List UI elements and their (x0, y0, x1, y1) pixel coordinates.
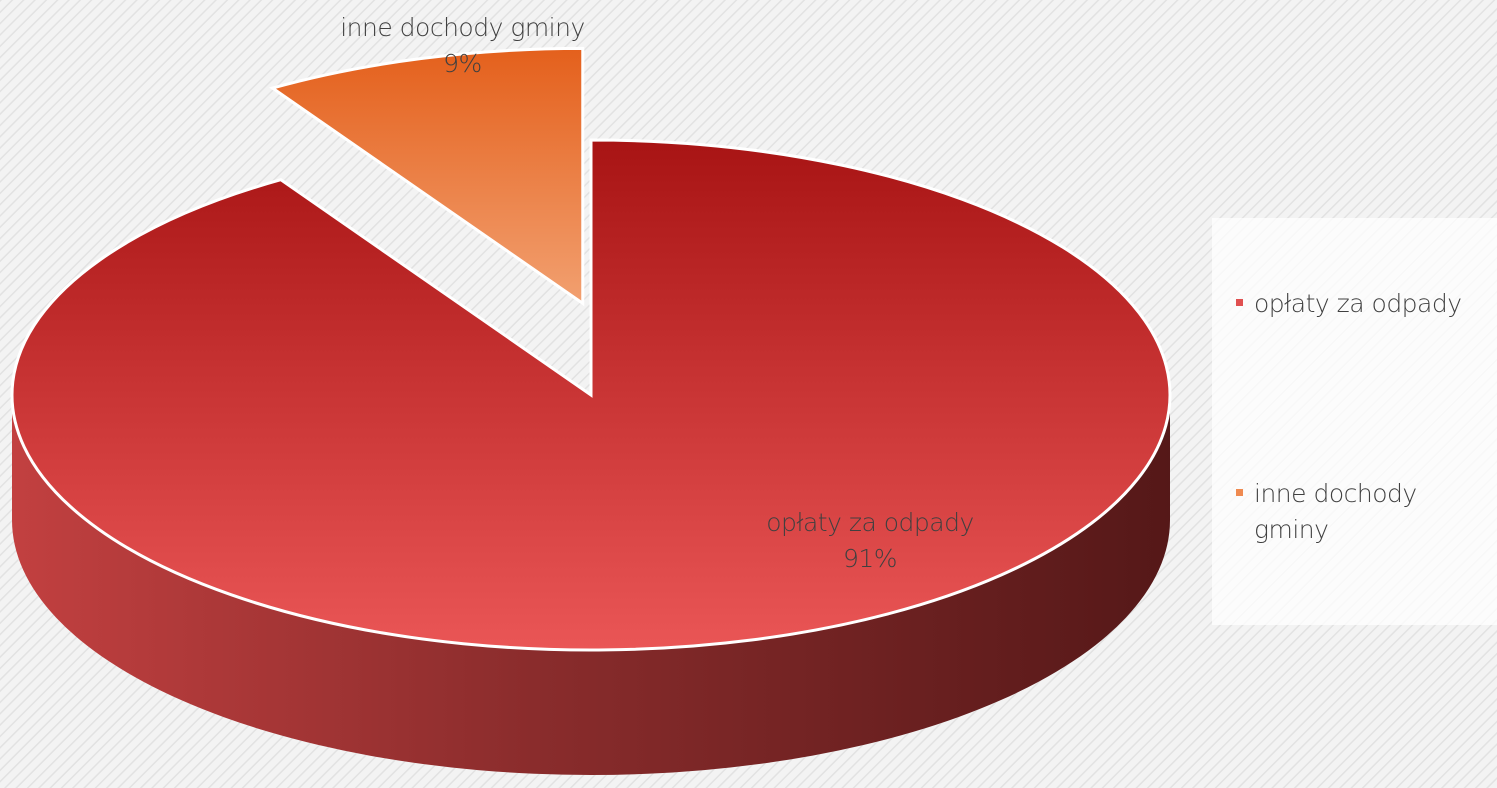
data-label: inne dochody gminy 9% (330, 10, 595, 82)
data-label-value: 9% (443, 49, 482, 78)
legend-label: opłaty za odpady (1254, 289, 1462, 318)
legend-swatch (1236, 299, 1243, 306)
pie-side (12, 395, 1170, 775)
legend-swatch (1236, 489, 1243, 496)
data-label-category: inne dochody gminy (340, 13, 585, 42)
legend: opłaty za odpady inne dochody gminy (1212, 218, 1497, 625)
pie-slice (269, 46, 585, 307)
pie-slice (10, 138, 1172, 652)
legend-item: inne dochody gminy (1236, 476, 1493, 548)
legend-item: opłaty za odpady (1236, 286, 1493, 322)
legend-label: inne dochody gminy (1254, 479, 1417, 544)
data-label-category: opłaty za odpady (766, 508, 974, 537)
data-label: opłaty za odpady 91% (730, 505, 1010, 577)
data-label-value: 91% (842, 544, 898, 573)
